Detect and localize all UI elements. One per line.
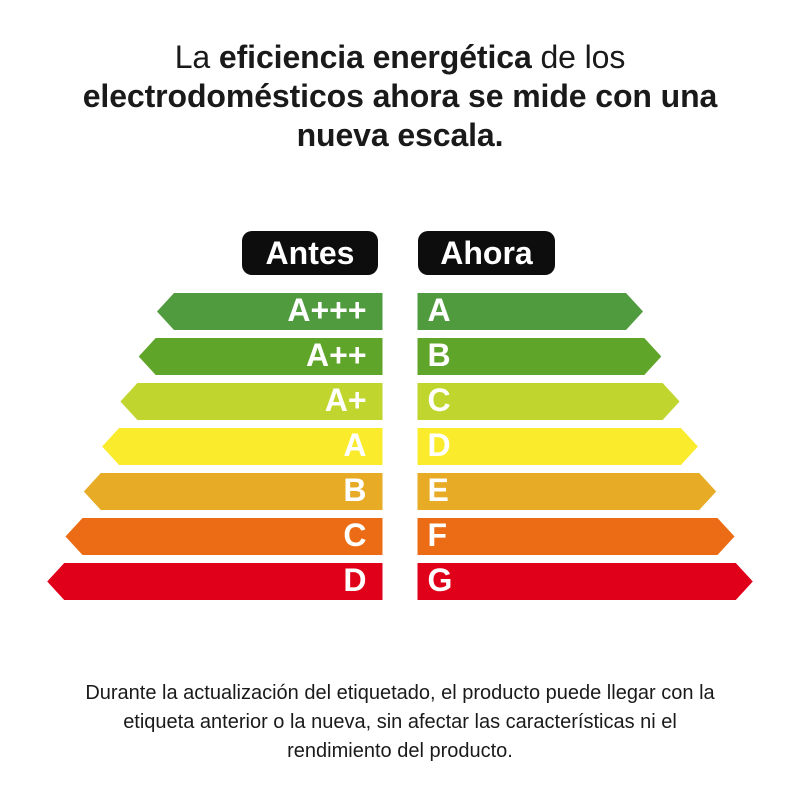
svg-text:D: D bbox=[428, 427, 451, 463]
svg-text:D: D bbox=[343, 562, 366, 598]
svg-text:C: C bbox=[428, 382, 451, 418]
svg-text:A: A bbox=[343, 427, 366, 463]
svg-text:B: B bbox=[343, 472, 366, 508]
svg-text:E: E bbox=[428, 472, 449, 508]
svg-text:A+++: A+++ bbox=[287, 292, 366, 328]
svg-text:G: G bbox=[428, 562, 453, 598]
svg-text:B: B bbox=[428, 337, 451, 373]
svg-text:A+: A+ bbox=[325, 382, 367, 418]
svg-text:A: A bbox=[428, 292, 451, 328]
svg-text:F: F bbox=[428, 517, 448, 553]
svg-text:A++: A++ bbox=[306, 337, 366, 373]
svg-text:C: C bbox=[343, 517, 366, 553]
